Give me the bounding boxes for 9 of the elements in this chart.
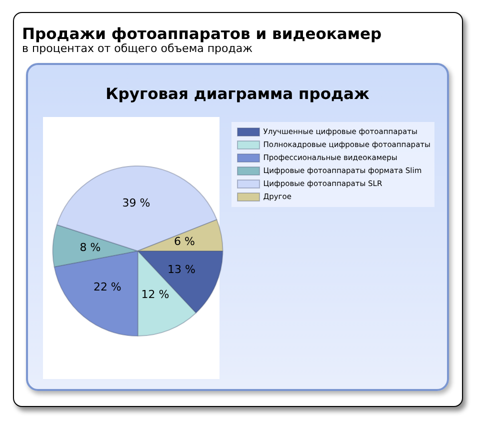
data-label: 13 % bbox=[167, 262, 196, 276]
data-label: 6 % bbox=[174, 234, 195, 248]
data-label: 39 % bbox=[122, 196, 150, 210]
text: Круговая диаграмма продаж bbox=[104, 84, 370, 104]
data-label: 12 % bbox=[141, 288, 170, 302]
chart-subtitle: в процентах от общего объема продаж bbox=[22, 42, 253, 55]
data-label: 22 % bbox=[93, 280, 122, 294]
chart-title: Продажи фотоаппаратов и видеокамер bbox=[22, 25, 382, 43]
data-label: 8 % bbox=[80, 240, 101, 254]
